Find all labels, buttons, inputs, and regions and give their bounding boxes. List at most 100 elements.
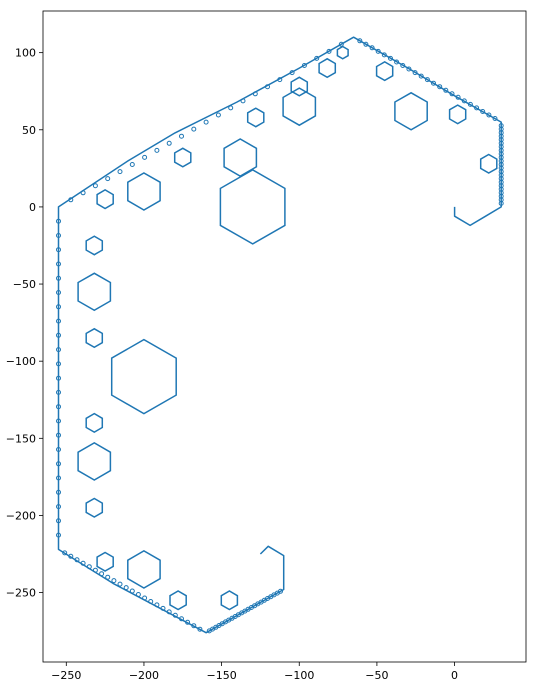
series-dot-38 — [154, 602, 160, 608]
series-hexagon-1 — [77, 272, 112, 312]
series-dot-26 — [80, 560, 86, 566]
series-dot-11 — [56, 375, 61, 381]
x-tick-label-4: −50 — [365, 669, 388, 682]
series-dot-95 — [375, 48, 381, 54]
series-dot-111 — [474, 105, 480, 111]
series-dot-2 — [56, 247, 61, 253]
series-dot-29 — [99, 571, 105, 577]
series-main-outline — [57, 36, 502, 634]
series-dot-13 — [56, 404, 61, 410]
series-dot-99 — [400, 63, 406, 68]
series-hexagon-3 — [110, 338, 177, 415]
series-dot-20 — [56, 504, 61, 510]
series-hexagon-2 — [85, 327, 104, 349]
series-dot-103 — [424, 77, 430, 83]
series-dot-39 — [160, 605, 166, 611]
series-dot-83 — [240, 98, 246, 104]
series-dot-69 — [68, 197, 74, 203]
x-axis: −250 −200 −150 −100 −50 0 — [51, 662, 458, 682]
y-tick-label-5: −150 — [6, 432, 36, 445]
series-dot-81 — [215, 112, 221, 118]
series-dot-93 — [363, 41, 369, 47]
series-dot-98 — [394, 59, 400, 65]
series-dot-14 — [56, 418, 61, 424]
series-hexagon-12 — [127, 172, 161, 211]
series-hexagon-23 — [479, 153, 498, 174]
x-tick-label-5: 0 — [451, 669, 458, 682]
series-hexagon-21 — [394, 91, 428, 131]
y-tick-label-6: −200 — [6, 509, 36, 522]
series-dot-8 — [56, 332, 61, 338]
series-layer — [56, 36, 504, 634]
y-tick-label-7: −250 — [6, 587, 36, 600]
series-dot-89 — [314, 55, 320, 61]
series-dot-113 — [486, 112, 492, 118]
series-dot-9 — [56, 347, 61, 353]
series-dot-87 — [289, 70, 295, 76]
series-dot-84 — [252, 91, 258, 97]
series-hexagon-18 — [318, 57, 337, 79]
series-hexagon-9 — [169, 590, 187, 611]
series-hexagon-5 — [77, 442, 112, 481]
series-hexagon-17 — [290, 76, 309, 97]
series-dot-96 — [381, 52, 387, 58]
series-hexagon-13 — [173, 147, 192, 168]
series-dot-24 — [68, 553, 74, 559]
series-dot-45 — [197, 626, 203, 632]
series-dot-27 — [86, 564, 92, 570]
series-dot-16 — [56, 447, 61, 452]
series-hexagon-15 — [246, 107, 265, 128]
series-dot-106 — [443, 87, 449, 93]
series-hexagon-10 — [220, 590, 239, 611]
series-dot-25 — [74, 557, 80, 563]
series-dot-101 — [412, 70, 418, 76]
series-hexagon-20 — [375, 61, 394, 82]
x-tick-label-0: −250 — [51, 669, 81, 682]
y-tick-label-2: 0 — [29, 201, 36, 214]
series-dot-71 — [92, 183, 98, 189]
series-hexagon-11 — [219, 169, 286, 245]
series-dot-0 — [56, 218, 61, 224]
series-dot-82 — [228, 105, 234, 111]
series-dot-44 — [191, 623, 197, 629]
series-hexagon-6 — [85, 497, 104, 518]
series-hexagon-24 — [96, 189, 114, 210]
series-dot-86 — [277, 77, 283, 83]
series-dot-97 — [388, 55, 393, 61]
series-dot-42 — [179, 616, 184, 622]
series-dot-1 — [56, 233, 61, 238]
series-dot-40 — [166, 609, 172, 615]
series-dot-72 — [105, 176, 111, 182]
series-dot-85 — [265, 84, 270, 90]
series-dot-6 — [56, 304, 61, 310]
series-dot-7 — [56, 318, 61, 324]
series-dot-107 — [449, 91, 455, 97]
series-dot-92 — [357, 38, 363, 44]
series-dot-108 — [455, 94, 461, 100]
series-dot-41 — [172, 612, 178, 618]
x-tick-label-1: −200 — [129, 669, 159, 682]
series-dot-4 — [56, 275, 61, 281]
series-dot-77 — [166, 140, 172, 146]
series-dot-3 — [56, 261, 61, 267]
series-dot-79 — [191, 126, 197, 132]
series-dot-12 — [56, 389, 61, 395]
series-hexagon-7 — [127, 550, 161, 589]
series-dot-43 — [185, 619, 191, 625]
series-dot-31 — [111, 578, 117, 584]
series-dot-15 — [56, 432, 61, 438]
series-dot-28 — [92, 567, 98, 573]
series-hexagon-4 — [85, 412, 104, 433]
y-tick-label-3: −50 — [13, 278, 36, 291]
series-dot-102 — [418, 73, 424, 79]
series-hexagon-16 — [282, 87, 317, 127]
series-hexagon-0 — [85, 235, 104, 256]
series-dot-32 — [117, 581, 123, 587]
series-dot-78 — [179, 133, 184, 139]
series-hexagon-14 — [223, 138, 258, 177]
series-hexagon-19 — [336, 45, 349, 60]
series-dot-76 — [154, 147, 160, 153]
series-dot-74 — [129, 162, 135, 167]
